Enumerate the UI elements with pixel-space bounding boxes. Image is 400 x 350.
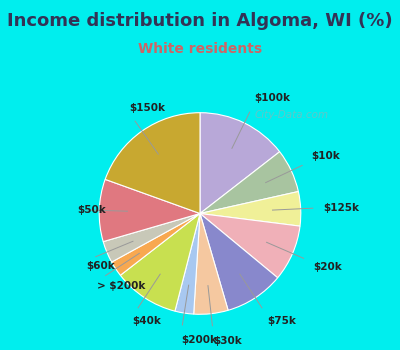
Wedge shape xyxy=(200,214,278,310)
Wedge shape xyxy=(99,179,200,242)
Wedge shape xyxy=(103,214,200,262)
Text: Income distribution in Algoma, WI (%): Income distribution in Algoma, WI (%) xyxy=(7,12,393,30)
Text: $100k: $100k xyxy=(254,93,290,103)
Text: $75k: $75k xyxy=(268,316,296,326)
Wedge shape xyxy=(200,191,301,226)
Text: $50k: $50k xyxy=(77,205,106,215)
Text: > $200k: > $200k xyxy=(97,281,146,291)
Wedge shape xyxy=(194,214,228,314)
Text: $40k: $40k xyxy=(132,316,161,326)
Text: $125k: $125k xyxy=(323,203,359,213)
Wedge shape xyxy=(175,214,200,314)
Wedge shape xyxy=(112,214,200,275)
Wedge shape xyxy=(120,214,200,311)
Text: $150k: $150k xyxy=(129,103,165,113)
Wedge shape xyxy=(200,214,300,278)
Text: White residents: White residents xyxy=(138,42,262,56)
Wedge shape xyxy=(105,113,200,214)
Text: City-Data.com: City-Data.com xyxy=(255,111,329,120)
Text: $60k: $60k xyxy=(86,260,115,271)
Text: $10k: $10k xyxy=(311,151,340,161)
Wedge shape xyxy=(200,113,280,214)
Text: $200k: $200k xyxy=(181,335,217,345)
Text: $20k: $20k xyxy=(313,262,342,272)
Wedge shape xyxy=(200,152,298,214)
Text: $30k: $30k xyxy=(214,336,242,346)
